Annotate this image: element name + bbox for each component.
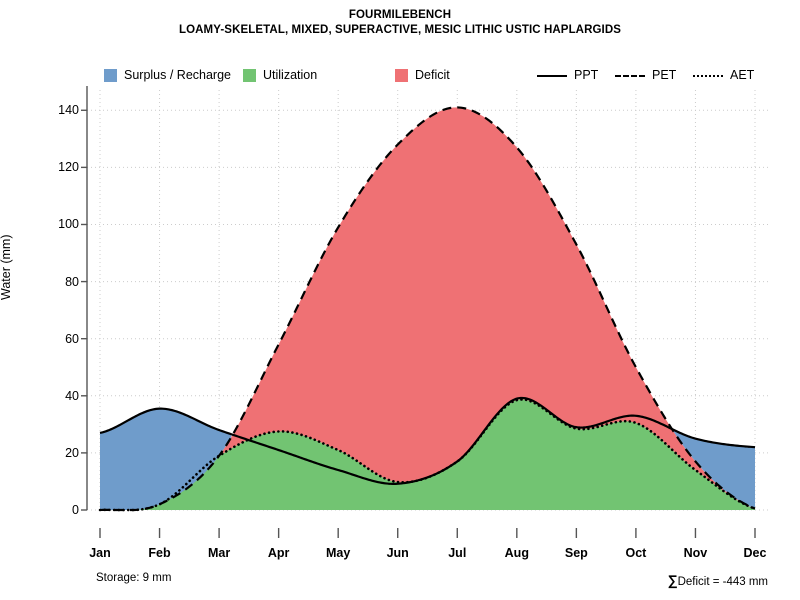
band-deficit (220, 107, 752, 508)
x-tick-label: Jul (448, 546, 467, 560)
legend-swatch-utilization (243, 68, 256, 82)
storage-annotation: Storage: 9 mm (96, 572, 172, 584)
y-tick-label: 80 (65, 274, 79, 289)
legend-label-deficit: Deficit (415, 68, 450, 82)
y-tick-label: 40 (65, 388, 79, 403)
legend-item-aet[interactable]: AET (693, 68, 754, 82)
legend-line-ppt-icon (537, 69, 567, 82)
chart-legend: Surplus / Recharge Utilization Deficit P… (0, 68, 800, 88)
legend-label-utilization: Utilization (263, 68, 318, 82)
x-tick-label: Sep (564, 546, 588, 560)
band-surplus-recharge (100, 408, 232, 510)
legend-item-ppt[interactable]: PPT (537, 68, 598, 82)
legend-label-aet: AET (730, 68, 755, 82)
band-utilization (100, 399, 755, 510)
deficit-annotation-text: Deficit = -443 mm (677, 576, 768, 588)
x-tick-label: Aug (504, 546, 529, 560)
band-surplus-recharge (672, 429, 755, 509)
legend-swatch-surplus-recharge (104, 68, 117, 82)
deficit-annotation: ∑Deficit = -443 mm (668, 572, 768, 588)
legend-label-ppt: PPT (574, 68, 599, 82)
sigma-icon: ∑ (667, 572, 678, 588)
y-tick-label: 20 (65, 445, 79, 460)
legend-item-deficit[interactable]: Deficit (395, 68, 450, 82)
legend-swatch-deficit (395, 68, 408, 82)
chart-title: FOURMILEBENCH LOAMY-SKELETAL, MIXED, SUP… (0, 8, 800, 38)
legend-item-surplus-recharge[interactable]: Surplus / Recharge (104, 68, 231, 82)
legend-label-surplus-recharge: Surplus / Recharge (124, 68, 232, 82)
x-tick-label: Apr (267, 546, 290, 560)
series-line-ppt (99, 396, 756, 485)
legend-line-pet-icon (615, 69, 645, 82)
legend-line-aet-icon (693, 69, 723, 82)
x-tick-label: Dec (743, 546, 767, 560)
x-tick-label: Oct (625, 546, 647, 560)
legend-item-utilization[interactable]: Utilization (243, 68, 317, 82)
y-tick-label: 140 (58, 103, 79, 118)
legend-item-pet[interactable]: PET (615, 68, 676, 82)
x-tick-label: Feb (148, 546, 171, 560)
x-tick-label: Jan (89, 546, 111, 560)
legend-label-pet: PET (652, 68, 677, 82)
x-tick-label: Mar (207, 546, 231, 560)
y-tick-label: 60 (65, 331, 79, 346)
chart-title-line1: FOURMILEBENCH (348, 9, 452, 21)
x-tick-label: Nov (683, 546, 708, 560)
x-tick-label: May (326, 546, 351, 560)
x-tick-label: Jun (386, 546, 409, 560)
chart-title-line2: LOAMY-SKELETAL, MIXED, SUPERACTIVE, MESI… (178, 24, 622, 36)
series-line-pet (99, 106, 756, 512)
y-tick-label: 120 (58, 160, 79, 175)
y-tick-label: 0 (72, 503, 79, 517)
y-tick-label: 100 (58, 217, 79, 232)
